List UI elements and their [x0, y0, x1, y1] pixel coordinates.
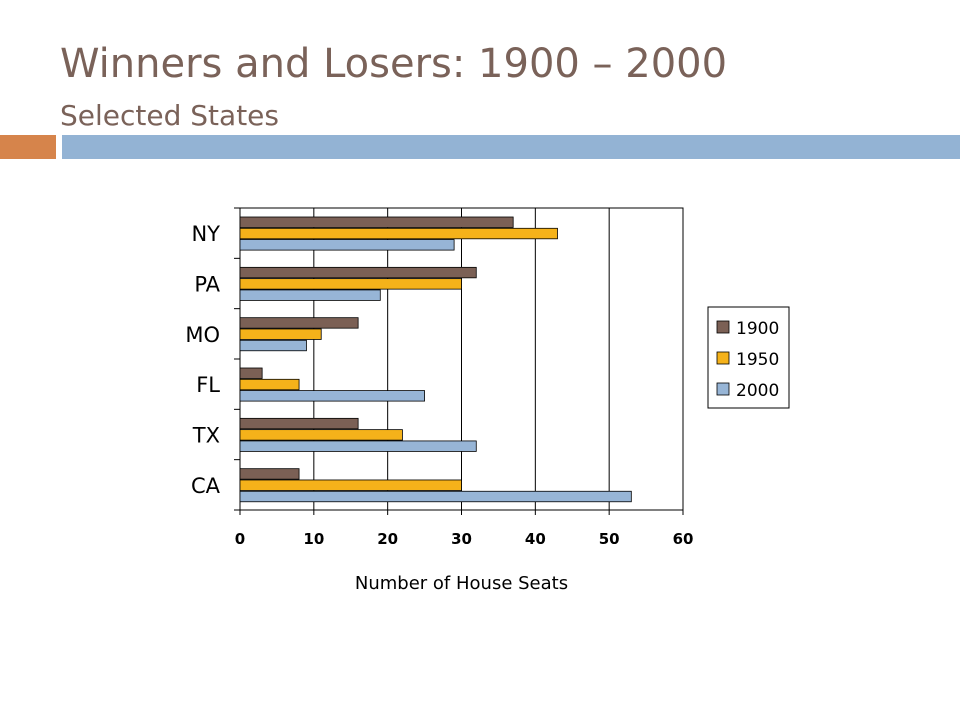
- x-tick-label: 30: [451, 530, 472, 548]
- accent-bar-blue: [62, 135, 960, 159]
- legend-swatch: [716, 320, 730, 334]
- bar-tx-1950: [239, 429, 403, 441]
- bar-pa-1950: [239, 278, 462, 290]
- x-tick-label: 20: [377, 530, 398, 548]
- bar-pa-2000: [239, 289, 381, 301]
- category-label: FL: [196, 373, 220, 397]
- bar-mo-1950: [239, 328, 322, 340]
- bar-ny-2000: [239, 239, 455, 251]
- category-label: PA: [194, 273, 220, 297]
- bar-fl-1900: [239, 367, 263, 379]
- legend-label: 1950: [736, 350, 779, 370]
- legend-label: 2000: [736, 381, 779, 401]
- bar-ny-1900: [239, 216, 514, 228]
- bar-ca-2000: [239, 490, 632, 503]
- category-label: NY: [191, 222, 220, 246]
- bar-ca-1900: [239, 468, 300, 480]
- x-tick-label: 50: [599, 530, 620, 548]
- x-tick-label: 40: [525, 530, 546, 548]
- bar-pa-1900: [239, 266, 477, 279]
- bar-mo-2000: [239, 339, 307, 352]
- bar-tx-1900: [239, 417, 359, 430]
- legend-swatch: [716, 351, 730, 365]
- bar-fl-1950: [239, 378, 300, 391]
- accent-bar-orange: [0, 135, 56, 159]
- x-tick-label: 0: [235, 530, 245, 548]
- category-label: TX: [192, 424, 220, 448]
- x-tick-label: 10: [303, 530, 324, 548]
- x-tick-label: 60: [673, 530, 694, 548]
- category-label: CA: [191, 474, 221, 498]
- bar-tx-2000: [239, 440, 477, 452]
- slide-subtitle: Selected States: [60, 99, 279, 132]
- slide-title: Winners and Losers: 1900 – 2000: [60, 41, 728, 87]
- bar-mo-1900: [239, 317, 359, 329]
- bar-ny-1950: [239, 227, 558, 240]
- legend-label: 1900: [736, 319, 779, 339]
- category-label: MO: [185, 323, 220, 347]
- x-axis-label: Number of House Seats: [355, 573, 568, 594]
- bar-fl-2000: [239, 390, 425, 402]
- bar-ca-1950: [239, 479, 462, 491]
- legend-swatch: [716, 382, 730, 396]
